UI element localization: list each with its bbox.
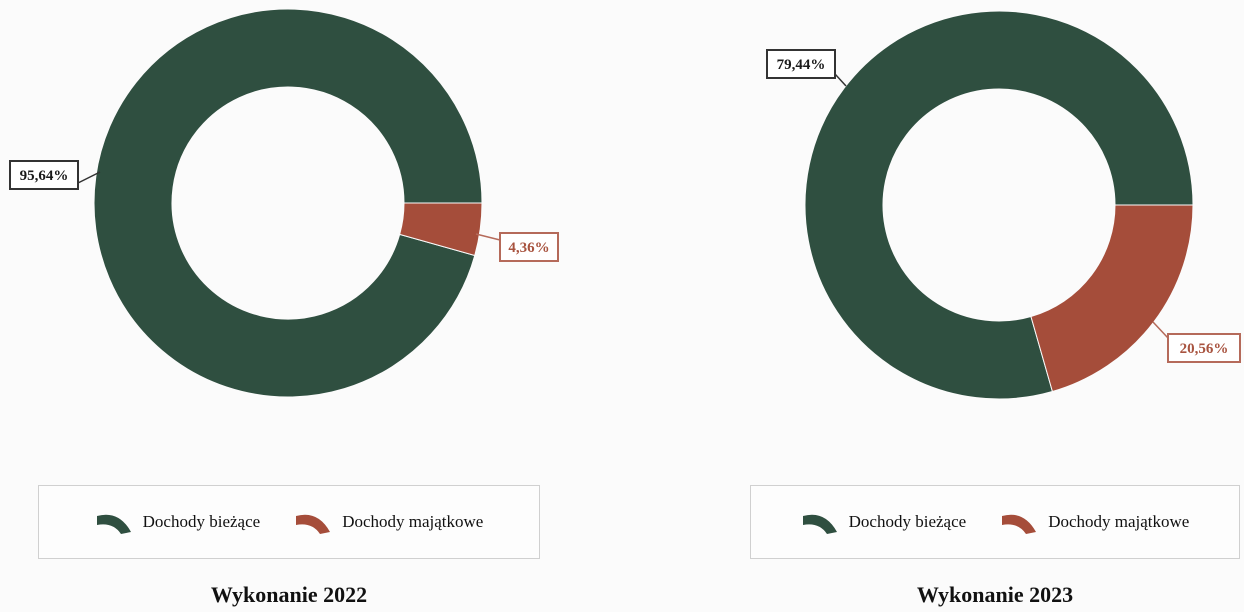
legend-swatch-dochody-biezace-2023-icon [802,514,837,534]
donut-chart-2022: 95,64% 4,36% [9,8,559,398]
legend-item-dochody-majatkowe: Dochody majątkowe [294,508,483,536]
donut-slice-dochody-majatkowe [399,202,483,257]
chart-title-2023: Wykonanie 2023 [916,582,1074,607]
legend-item-dochody-biezace-2023: Dochody bieżące [801,508,967,536]
donut-chart-2023: 79,44% 20,56% [766,10,1241,400]
donut-slice-dochody-majatkowe [1030,204,1194,393]
data-label-dochody-majatkowe: 4,36% [508,240,549,256]
donut-slice-dochody-biezace [93,8,483,398]
data-label-leader-line-dochody-majatkowe [475,233,501,241]
data-label-leader-line-dochody-majatkowe [1152,321,1169,339]
legend-swatch-dochody-majatkowe-2023-icon [1002,514,1037,534]
legend-label-dochody-biezace-2023: Dochody bieżące [848,512,967,531]
donut-slice-dochody-biezace [804,10,1194,400]
data-label-dochody-majatkowe: 20,56% [1180,341,1229,357]
data-label-box-dochody-majatkowe [1167,333,1241,363]
legend-swatch-dochody-biezace-icon [96,514,131,534]
chart-title-2022: Wykonanie 2022 [210,582,368,607]
legend-item-dochody-biezace: Dochody bieżące [95,508,261,536]
data-label-dochody-biezace: 95,64% [20,168,69,184]
legend-chart-2022: Dochody bieżące Dochody majątkowe [38,485,540,559]
data-label-leader-line-dochody-biezace [834,73,847,87]
legend-label-dochody-majatkowe-2023: Dochody majątkowe [1048,512,1190,531]
legend-label-dochody-biezace: Dochody bieżące [142,512,261,531]
legend-swatch-dochody-majatkowe-icon [296,514,331,534]
legend-chart-2023: Dochody bieżące Dochody majątkowe [750,485,1240,559]
data-label-box-dochody-biezace [766,49,836,79]
data-label-dochody-biezace: 79,44% [777,57,826,73]
legend-label-dochody-majatkowe: Dochody majątkowe [342,512,484,531]
data-label-box-dochody-majatkowe [499,232,559,262]
legend-item-dochody-majatkowe-2023: Dochody majątkowe [1000,508,1189,536]
data-label-leader-line-dochody-biezace [77,171,101,184]
data-label-box-dochody-biezace [9,160,79,190]
